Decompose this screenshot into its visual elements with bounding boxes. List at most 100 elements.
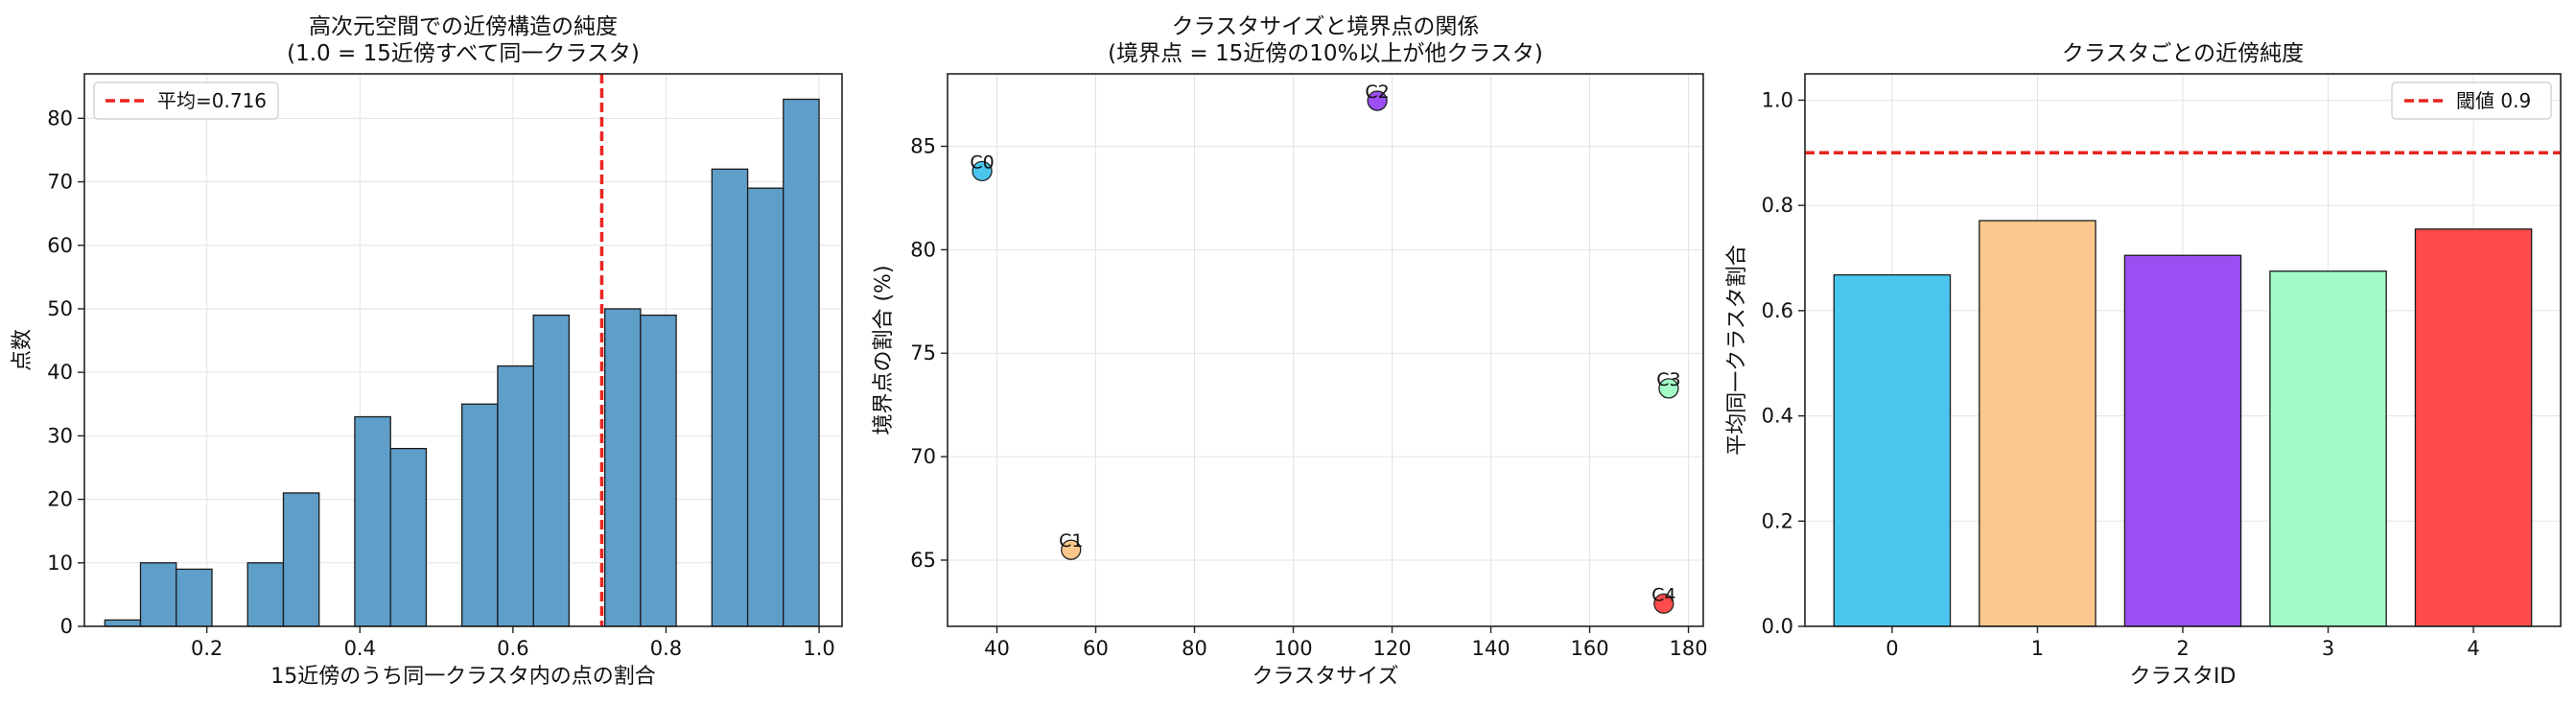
scatter-y-axis-label: 境界点の割合 (%) (872, 265, 896, 435)
hist-legend-label: 平均=0.716 (157, 89, 267, 112)
histogram-bar (711, 168, 749, 627)
scatter-xticks: 40 60 80 100 120 140 160 180 (984, 626, 1708, 660)
cluster-legend-label: 閾値 0.9 (2456, 89, 2531, 112)
scatter-x-axis-label: クラスタサイズ (1253, 665, 1399, 689)
cluster-x-axis-label: クラスタID (2130, 665, 2236, 689)
scatter-plot-frame (947, 73, 1704, 627)
scatter-title: クラスタサイズと境界点の関係 (1172, 14, 1480, 39)
cluster-bars (1833, 220, 2533, 627)
scatter-point (972, 160, 993, 182)
histogram-bar (532, 314, 571, 627)
cluster-ytick-label: 0.2 (1762, 509, 1793, 532)
scatter-subtitle: (境界点 = 15近傍の10%以上が他クラスタ) (1108, 41, 1543, 66)
hist-plot-frame (83, 73, 843, 627)
scatter-ytick-label: 70 (910, 445, 936, 468)
cluster-purity-panel: 0 1 2 3 4 0.0 0.2 0.4 0.6 0.8 1.0 クラスタごとの近傍純度 クラス… (1725, 41, 2562, 689)
cluster-bar (2123, 254, 2242, 627)
scatter-xtick-label: 80 (1182, 637, 1207, 660)
scatter-grid (948, 74, 1703, 626)
cluster-y-axis-label: 平均同一クラスタ割合 (1725, 245, 1749, 456)
scatter-point-label: C1 (1059, 530, 1083, 552)
hist-ytick-label: 20 (47, 488, 73, 511)
scatter-ytick-label: 85 (910, 135, 936, 158)
cluster-xtick-label: 4 (2467, 637, 2479, 660)
cluster-yticks: 0.0 0.2 0.4 0.6 0.8 1.0 (1762, 88, 1805, 638)
scatter-point (1061, 539, 1082, 560)
cluster-ytick-label: 1.0 (1762, 88, 1793, 111)
scatter-ytick-label: 80 (910, 238, 936, 261)
histogram-bar (104, 619, 142, 627)
hist-legend: 平均=0.716 (93, 82, 279, 120)
scatter-point (1367, 90, 1388, 111)
histogram-bar (246, 562, 285, 627)
cluster-xtick-label: 3 (2322, 637, 2334, 660)
hist-ytick-label: 30 (47, 424, 73, 447)
hist-ytick-label: 40 (47, 361, 73, 384)
hist-ytick-label: 0 (60, 615, 73, 638)
hist-x-axis-label: 15近傍のうち同一クラスタ内の点の割合 (270, 665, 656, 689)
histogram-bar (460, 403, 499, 627)
histogram-bar (640, 314, 677, 627)
histogram-bar (139, 562, 177, 627)
histogram-bar (783, 98, 820, 627)
cluster-legend: 閾値 0.9 (2391, 82, 2552, 120)
scatter-ytick-label: 75 (910, 341, 936, 364)
scatter-xtick-label: 40 (984, 637, 1010, 660)
cluster-ytick-label: 0.4 (1762, 405, 1793, 428)
cluster-xticks: 0 1 2 3 4 (1885, 626, 2480, 660)
scatter-point-label: C3 (1656, 369, 1680, 390)
scatter-xtick-label: 120 (1372, 637, 1411, 660)
scatter-xtick-label: 180 (1670, 637, 1708, 660)
cluster-xtick-label: 0 (1885, 637, 1898, 660)
hist-xtick-label: 0.2 (191, 637, 222, 660)
cluster-xtick-label: 1 (2031, 637, 2044, 660)
hist-xtick-label: 0.4 (344, 637, 376, 660)
hist-subtitle: (1.0 = 15近傍すべて同一クラスタ) (287, 41, 640, 66)
scatter-points: C0 C1 C2 C3 C4 (970, 82, 1681, 614)
scatter-xtick-label: 140 (1471, 637, 1510, 660)
hist-y-axis-label: 点数 (11, 329, 35, 371)
hist-legend-box (93, 82, 279, 120)
hist-bars (104, 98, 820, 627)
boundary-scatter-panel: C0 C1 C2 C3 C4 40 60 80 100 120 140 160 180 65 70 75 8… (872, 14, 1708, 689)
scatter-point-label: C2 (1365, 82, 1389, 103)
cluster-ytick-label: 0.0 (1762, 615, 1793, 638)
hist-yticks: 0 10 20 30 40 50 60 70 80 (47, 106, 84, 638)
cluster-bar (2269, 270, 2387, 627)
histogram-bar (282, 492, 320, 627)
histogram-bar (603, 308, 642, 627)
histogram-bar (746, 187, 785, 627)
hist-xtick-label: 1.0 (803, 637, 834, 660)
scatter-point (1653, 593, 1674, 614)
purity-histogram-panel: 0.2 0.4 0.6 0.8 1.0 0 10 20 30 40 50 60 70 80 高次元空間で… (11, 14, 843, 689)
hist-xtick-label: 0.8 (650, 637, 682, 660)
cluster-bar (1833, 273, 1952, 627)
hist-ytick-label: 10 (47, 552, 73, 575)
scatter-xtick-label: 160 (1570, 637, 1608, 660)
hist-xticks: 0.2 0.4 0.6 0.8 1.0 (191, 626, 835, 660)
cluster-ytick-label: 0.6 (1762, 299, 1793, 322)
cluster-xtick-label: 2 (2176, 637, 2189, 660)
scatter-point (1658, 378, 1679, 399)
hist-ytick-label: 50 (47, 297, 73, 320)
scatter-yticks: 65 70 75 80 85 (910, 135, 948, 572)
scatter-point-label: C0 (970, 152, 994, 173)
cluster-bar (2414, 228, 2533, 627)
scatter-xtick-label: 60 (1083, 637, 1109, 660)
hist-ytick-label: 70 (47, 171, 73, 194)
histogram-bar (354, 415, 391, 627)
hist-xtick-label: 0.6 (497, 637, 528, 660)
cluster-bar (1979, 220, 2096, 627)
cluster-ytick-label: 0.8 (1762, 194, 1793, 217)
scatter-ytick-label: 65 (910, 549, 936, 572)
cluster-legend-box (2391, 82, 2552, 120)
histogram-bar (176, 568, 213, 627)
histogram-bar (497, 364, 534, 627)
cluster-title: クラスタごとの近傍純度 (2062, 41, 2304, 66)
histogram-bar (389, 447, 428, 627)
hist-ytick-label: 60 (47, 234, 73, 257)
scatter-point-label: C4 (1651, 584, 1675, 605)
scatter-xtick-label: 100 (1274, 637, 1312, 660)
hist-title: 高次元空間での近傍構造の純度 (309, 14, 618, 39)
hist-ytick-label: 80 (47, 106, 73, 129)
